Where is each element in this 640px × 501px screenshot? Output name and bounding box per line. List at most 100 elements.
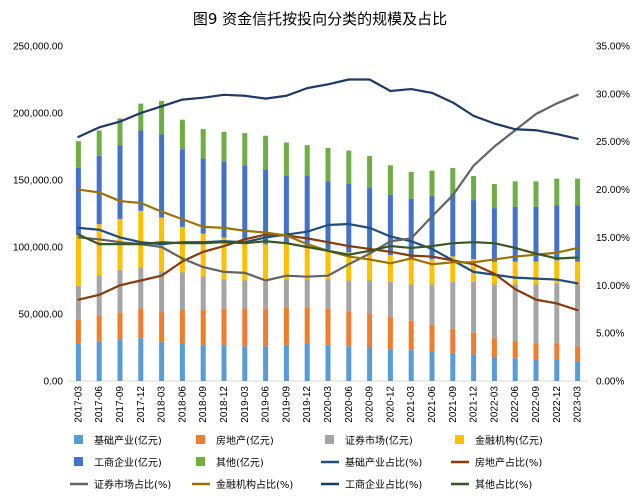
bar-segment bbox=[575, 261, 581, 285]
y-right-tick-label: 10.00% bbox=[596, 281, 630, 292]
legend-swatch bbox=[325, 435, 334, 444]
bar-segment bbox=[221, 279, 227, 309]
bar-segment bbox=[491, 338, 497, 357]
bar-segment bbox=[242, 165, 248, 241]
bar-segment bbox=[117, 312, 123, 340]
bar-segment bbox=[179, 119, 185, 150]
bar-segment bbox=[75, 319, 81, 344]
bar-segment bbox=[96, 224, 102, 276]
x-tick-label: 2022-03 bbox=[489, 386, 500, 423]
legend: 基础产业(亿元) 房地产(亿元) 证券市场(亿元) 金融机构(亿元) 工商企业(亿元) 其… bbox=[70, 434, 543, 491]
bar-segment bbox=[263, 135, 269, 170]
bar-segment bbox=[512, 181, 518, 207]
y-left-tick-label: 100,000.00 bbox=[13, 243, 63, 254]
series-line bbox=[77, 233, 579, 312]
bar-segment bbox=[304, 343, 310, 381]
bar-segment bbox=[450, 193, 456, 257]
bar-segment bbox=[200, 129, 206, 159]
bar-segment bbox=[346, 346, 352, 381]
legend-label: 工商企业占比(%) bbox=[345, 478, 422, 491]
bar-segment bbox=[346, 280, 352, 312]
axis-layer: 0.00 50,000.00 100,000.00 150,000.00 200,000… bbox=[13, 42, 630, 423]
bar-layer bbox=[75, 100, 581, 381]
bar-segment bbox=[512, 340, 518, 359]
bar-segment bbox=[575, 346, 581, 361]
legend-label: 基础产业占比(%) bbox=[345, 456, 422, 469]
bar-segment bbox=[325, 344, 331, 381]
bar-segment bbox=[367, 188, 373, 253]
legend-label: 基础产业(亿元) bbox=[94, 434, 162, 447]
y-left-tick-label: 50,000.00 bbox=[19, 310, 64, 321]
bar-segment bbox=[283, 307, 289, 345]
bar-segment bbox=[367, 314, 373, 348]
bar-segment bbox=[491, 184, 497, 209]
x-tick-label: 2017-03 bbox=[73, 386, 84, 423]
bar-segment bbox=[471, 281, 477, 333]
bar-segment bbox=[325, 249, 331, 280]
x-tick-label: 2018-09 bbox=[198, 386, 209, 423]
bar-segment bbox=[554, 343, 560, 360]
y-right-tick-label: 35.00% bbox=[596, 42, 630, 53]
bar-segment bbox=[75, 167, 81, 235]
bar-segment bbox=[408, 171, 414, 199]
bar-segment bbox=[221, 131, 227, 162]
bar-segment bbox=[159, 311, 165, 343]
bar-segment bbox=[429, 351, 435, 381]
bar-segment bbox=[263, 346, 269, 381]
y-right-tick-label: 5.00% bbox=[596, 329, 624, 340]
bar-segment bbox=[429, 170, 435, 197]
series-line bbox=[77, 78, 579, 140]
bar-segment bbox=[346, 150, 352, 185]
bar-segment bbox=[533, 261, 539, 285]
bar-segment bbox=[512, 284, 518, 341]
bar-segment bbox=[304, 307, 310, 344]
bar-segment bbox=[367, 252, 373, 281]
bar-segment bbox=[242, 133, 248, 166]
x-tick-label: 2021-06 bbox=[427, 386, 438, 423]
x-tick-label: 2019-03 bbox=[240, 386, 251, 423]
bar-segment bbox=[554, 178, 560, 206]
bar-segment bbox=[491, 356, 497, 381]
bar-segment bbox=[138, 130, 144, 211]
bar-segment bbox=[346, 252, 352, 281]
bar-segment bbox=[471, 332, 477, 355]
bar-segment bbox=[283, 175, 289, 243]
bar-segment bbox=[367, 280, 373, 314]
bar-segment bbox=[533, 206, 539, 262]
bar-segment bbox=[325, 279, 331, 309]
bar-segment bbox=[263, 169, 269, 245]
bar-segment bbox=[179, 226, 185, 273]
bar-segment bbox=[387, 281, 393, 317]
bar-segment bbox=[533, 284, 539, 344]
bar-segment bbox=[179, 149, 185, 227]
bar-segment bbox=[450, 256, 456, 282]
bar-segment bbox=[408, 198, 414, 260]
bar-segment bbox=[450, 328, 456, 353]
y-left-tick-label: 250,000.00 bbox=[13, 42, 63, 53]
bar-segment bbox=[242, 280, 248, 309]
x-tick-label: 2021-12 bbox=[469, 386, 480, 423]
series-line bbox=[77, 233, 579, 260]
bar-segment bbox=[283, 279, 289, 308]
bar-segment bbox=[346, 311, 352, 347]
legend-label: 金融机构(亿元) bbox=[475, 434, 543, 447]
x-tick-label: 2022-09 bbox=[531, 386, 542, 423]
series-line bbox=[77, 93, 579, 282]
legend-label: 证券市场占比(%) bbox=[94, 478, 171, 491]
legend-swatch bbox=[74, 435, 83, 444]
bar-segment bbox=[117, 118, 123, 146]
bar-segment bbox=[75, 343, 81, 381]
bar-segment bbox=[138, 267, 144, 309]
x-tick-label: 2017-12 bbox=[136, 386, 147, 423]
bar-segment bbox=[96, 155, 102, 225]
bar-segment bbox=[325, 147, 331, 182]
bar-segment bbox=[471, 200, 477, 260]
bar-segment bbox=[221, 161, 227, 238]
bar-segment bbox=[512, 261, 518, 285]
legend-label: 证券市场(亿元) bbox=[345, 434, 413, 447]
x-tick-label: 2020-12 bbox=[385, 386, 396, 423]
legend-label: 房地产(亿元) bbox=[216, 434, 274, 447]
bar-segment bbox=[325, 181, 331, 250]
